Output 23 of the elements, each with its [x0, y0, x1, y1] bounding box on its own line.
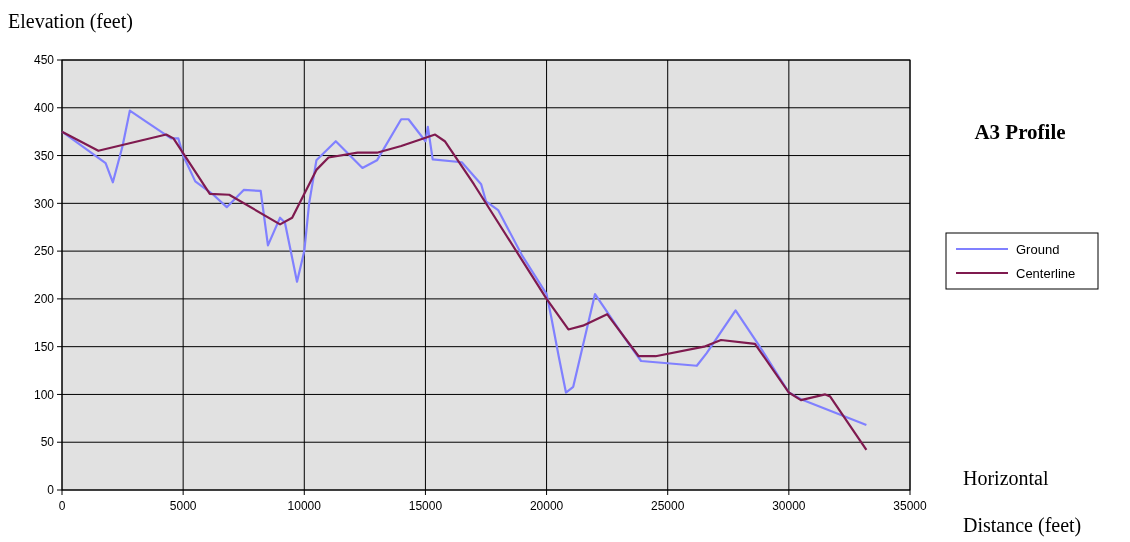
text: A3 Profile — [974, 120, 1066, 144]
y-tick-label: 350 — [33, 148, 55, 163]
y-tick-label: 0 — [47, 483, 55, 498]
y-tick-label: 50 — [40, 435, 55, 450]
y-tick-label: 400 — [33, 100, 55, 115]
y-axis-title: Elevation (feet) — [8, 10, 133, 33]
x-tick-label: 5000 — [169, 499, 197, 513]
legend-label: Ground — [1016, 241, 1060, 257]
x-tick-label: 20000 — [529, 499, 564, 513]
y-tick-label: 250 — [33, 244, 55, 259]
y-tick-label: 200 — [33, 292, 55, 307]
y-tick-label: 150 — [33, 339, 55, 354]
x-tick-label: 10000 — [287, 499, 322, 513]
y-tick-label: 100 — [33, 387, 55, 402]
x-tick-label: 0 — [58, 499, 66, 513]
x-tick-label: 15000 — [408, 499, 443, 513]
x-tick-label: 25000 — [651, 499, 685, 513]
text: Horizontal Distance (feet) — [963, 467, 1082, 536]
x-tick-label: 35000 — [893, 499, 928, 513]
legend-label: Centerline — [1016, 265, 1076, 281]
x-tick-label: 30000 — [772, 499, 806, 513]
y-tick-label: 450 — [33, 53, 55, 68]
y-tick-label: 300 — [33, 196, 55, 211]
